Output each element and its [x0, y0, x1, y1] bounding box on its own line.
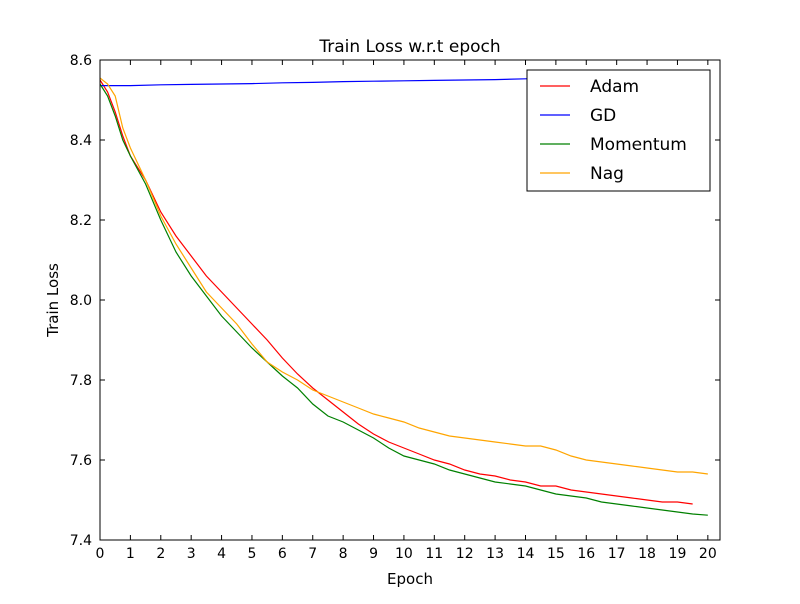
x-tick-label: 7: [308, 546, 317, 562]
series-layer: [100, 73, 708, 516]
y-tick-label: 8.2: [70, 213, 92, 229]
series-line-momentum: [100, 83, 708, 516]
x-tick-label: 8: [339, 546, 348, 562]
x-tick-label: 19: [669, 546, 687, 562]
chart-title: Train Loss w.r.t epoch: [318, 37, 500, 57]
x-tick-label: 12: [456, 546, 474, 562]
y-tick-label: 8.4: [70, 133, 92, 149]
x-tick-label: 5: [247, 546, 256, 562]
legend-label-nag: Nag: [590, 164, 624, 184]
y-tick-label: 7.8: [70, 373, 92, 389]
x-tick-label: 2: [156, 546, 165, 562]
series-line-adam: [100, 79, 693, 505]
x-tick-label: 0: [96, 546, 105, 562]
series-line-nag: [100, 77, 708, 475]
x-tick-label: 15: [547, 546, 565, 562]
y-tick-label: 8.0: [70, 293, 92, 309]
ticks-layer: 0 1 2 3 4 5 6 7 8 9 10 11 12 13 14 15 16 17 18 19 207.47.67.…: [70, 53, 720, 562]
y-tick-label: 7.4: [70, 533, 92, 549]
legend: Adam GD Momentum Nag: [526, 69, 711, 192]
legend-label-gd: GD: [590, 106, 616, 126]
x-tick-label: 13: [486, 546, 504, 562]
x-tick-label: 3: [187, 546, 196, 562]
x-tick-label: 16: [577, 546, 595, 562]
x-tick-label: 14: [517, 546, 535, 562]
y-tick-label: 8.6: [70, 53, 92, 69]
x-tick-label: 20: [699, 546, 717, 562]
legend-label-adam: Adam: [590, 77, 639, 97]
x-tick-label: 1: [126, 546, 135, 562]
x-tick-label: 4: [217, 546, 226, 562]
legend-label-momentum: Momentum: [590, 135, 687, 155]
y-tick-label: 7.6: [70, 453, 92, 469]
x-tick-label: 18: [638, 546, 656, 562]
x-tick-label: 11: [425, 546, 443, 562]
y-axis-label: Train Loss: [44, 263, 62, 338]
x-tick-label: 10: [395, 546, 413, 562]
x-axis-label: Epoch: [387, 570, 433, 588]
legend-box: [526, 69, 711, 192]
x-tick-label: 17: [608, 546, 626, 562]
x-tick-label: 6: [278, 546, 287, 562]
x-tick-label: 9: [369, 546, 378, 562]
